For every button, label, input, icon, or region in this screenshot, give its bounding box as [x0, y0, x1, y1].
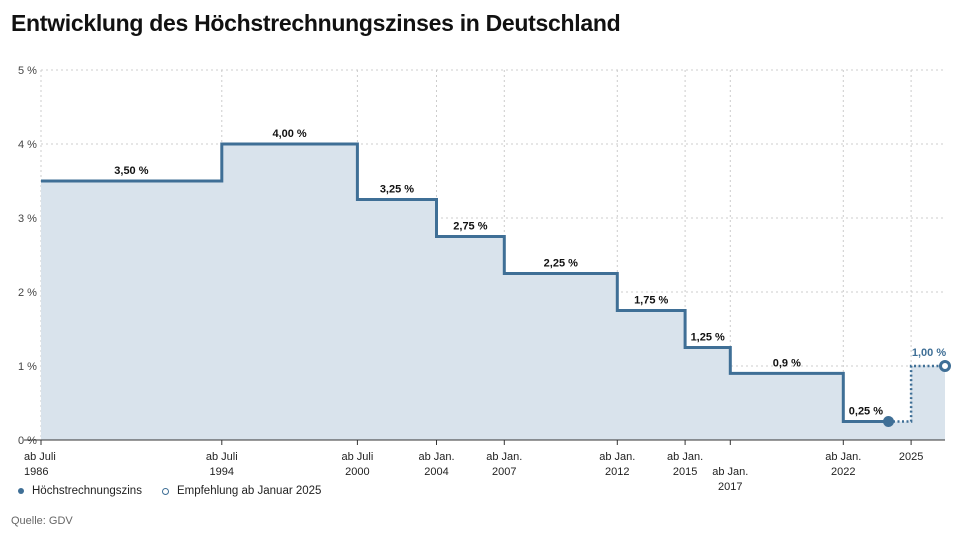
data-label: 0,25 % — [849, 406, 883, 418]
data-label: 4,00 % — [272, 128, 306, 140]
legend: Höchstrechnungszins Empfehlung ab Januar… — [18, 485, 321, 497]
chart-title: Entwicklung des Höchstrechnungszinses in… — [11, 10, 621, 36]
area-shape — [41, 144, 945, 440]
area-fill — [41, 144, 945, 440]
series-line-empfehlung — [888, 364, 945, 423]
series-lines — [41, 142, 951, 427]
legend-label: Höchstrechnungszins — [32, 485, 142, 497]
data-label: 3,50 % — [114, 165, 148, 177]
y-axis-ticks: 0 % 1 % 2 % 3 % 4 % 5 % — [18, 65, 37, 447]
x-tick-label: ab Jan. 2022 — [825, 451, 861, 478]
x-tick-label: ab Juli 1986 — [24, 451, 56, 478]
series-line-hoechstrechnungszins — [41, 142, 889, 423]
filled-dot-icon — [18, 488, 24, 494]
open-dot-icon — [161, 487, 169, 495]
data-label: 3,25 % — [380, 184, 414, 196]
data-label: 2,75 % — [453, 221, 487, 233]
y-tick-label: 1 % — [18, 361, 37, 373]
data-label: 1,75 % — [634, 295, 668, 307]
y-tick-label: 2 % — [18, 287, 37, 299]
data-label: 2,25 % — [544, 258, 578, 270]
x-tick-label: ab Jan. 2007 — [486, 451, 522, 478]
x-tick-label: ab Juli 1994 — [206, 451, 238, 478]
legend-item-hoechstrechnungszins: Höchstrechnungszins — [18, 485, 142, 497]
x-tick-label: ab Jan. 2017 — [712, 466, 748, 493]
y-tick-label: 5 % — [18, 65, 37, 77]
y-tick-label: 0 % — [18, 435, 37, 447]
data-label-empfehlung: 1,00 % — [912, 347, 946, 359]
legend-label: Empfehlung ab Januar 2025 — [176, 485, 322, 497]
endpoint-marker-open — [939, 360, 951, 372]
x-tick-label: ab Jan. 2015 — [667, 451, 703, 478]
y-tick-label: 3 % — [18, 213, 37, 225]
legend-item-empfehlung: Empfehlung ab Januar 2025 — [161, 485, 322, 497]
x-axis — [24, 439, 945, 445]
x-tick-label: ab Jan. 2012 — [599, 451, 635, 478]
x-axis-ticks: ab Juli 1986 ab Juli 1994 ab Juli 2000 ab Jan.… — [24, 451, 923, 493]
data-labels: 3,50 % 4,00 % 3,25 % 2,75 % 2,25 % 1,75 % 1,25… — [114, 128, 946, 418]
x-tick-label: ab Jan. 2004 — [418, 451, 454, 478]
data-label: 0,9 % — [773, 357, 801, 369]
data-label: 1,25 % — [691, 332, 725, 344]
endpoint-marker-filled — [883, 416, 894, 427]
x-tick-label: 2025 — [899, 451, 923, 463]
y-tick-label: 4 % — [18, 139, 37, 151]
x-tick-label: ab Juli 2000 — [342, 451, 374, 478]
source-note: Quelle: GDV — [11, 515, 73, 527]
